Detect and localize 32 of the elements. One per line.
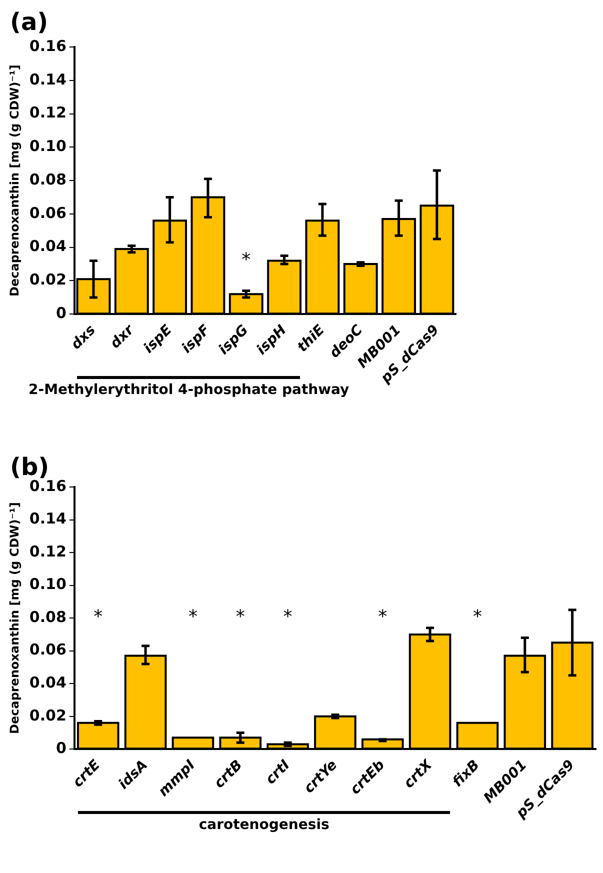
text: carotenogenesis xyxy=(198,817,330,834)
x-tick-label: dxs xyxy=(68,322,99,353)
x-tick-label: dxr xyxy=(107,321,138,352)
y-tick-label: 0.08 xyxy=(29,608,66,626)
y-tick-label: 0.12 xyxy=(29,542,66,560)
y-axis-title: Decaprenoxanthin [mg (g CDW)⁻¹] xyxy=(7,502,22,734)
y-tick-label: 0.08 xyxy=(29,170,66,188)
text: 2-Methylerythritol 4-phosphate pathway xyxy=(28,382,350,398)
y-tick-label: 0.04 xyxy=(29,674,66,692)
y-tick-label: 0.02 xyxy=(29,270,66,289)
y-tick-label: 0.02 xyxy=(29,706,66,724)
chart-title: (a) xyxy=(10,8,48,36)
y-tick-label: 0.04 xyxy=(29,237,66,256)
y-tick-label: 0 xyxy=(56,304,66,322)
y-axis-title: Decaprenoxanthin [mg (g CDW)⁻¹] xyxy=(7,64,22,296)
annotation: * xyxy=(283,606,292,628)
y-tick-label: 0.16 xyxy=(29,36,66,55)
y-tick-label: 0.10 xyxy=(29,137,66,156)
y-tick-label: 0 xyxy=(56,739,66,758)
y-tick-label: 0.14 xyxy=(29,510,66,528)
annotation: * xyxy=(472,606,482,628)
chart-title: (b) xyxy=(10,453,50,481)
y-tick-label: 0.06 xyxy=(29,640,66,659)
y-tick-label: 0.06 xyxy=(29,204,66,222)
annotation: * xyxy=(378,606,388,628)
annotation: * xyxy=(94,606,103,628)
annotation: * xyxy=(242,249,251,270)
annotation: * xyxy=(188,606,198,628)
y-tick-label: 0.14 xyxy=(29,70,66,88)
y-tick-label: 0.12 xyxy=(29,104,66,122)
annotation: * xyxy=(236,606,245,628)
y-tick-label: 0.10 xyxy=(29,575,66,594)
